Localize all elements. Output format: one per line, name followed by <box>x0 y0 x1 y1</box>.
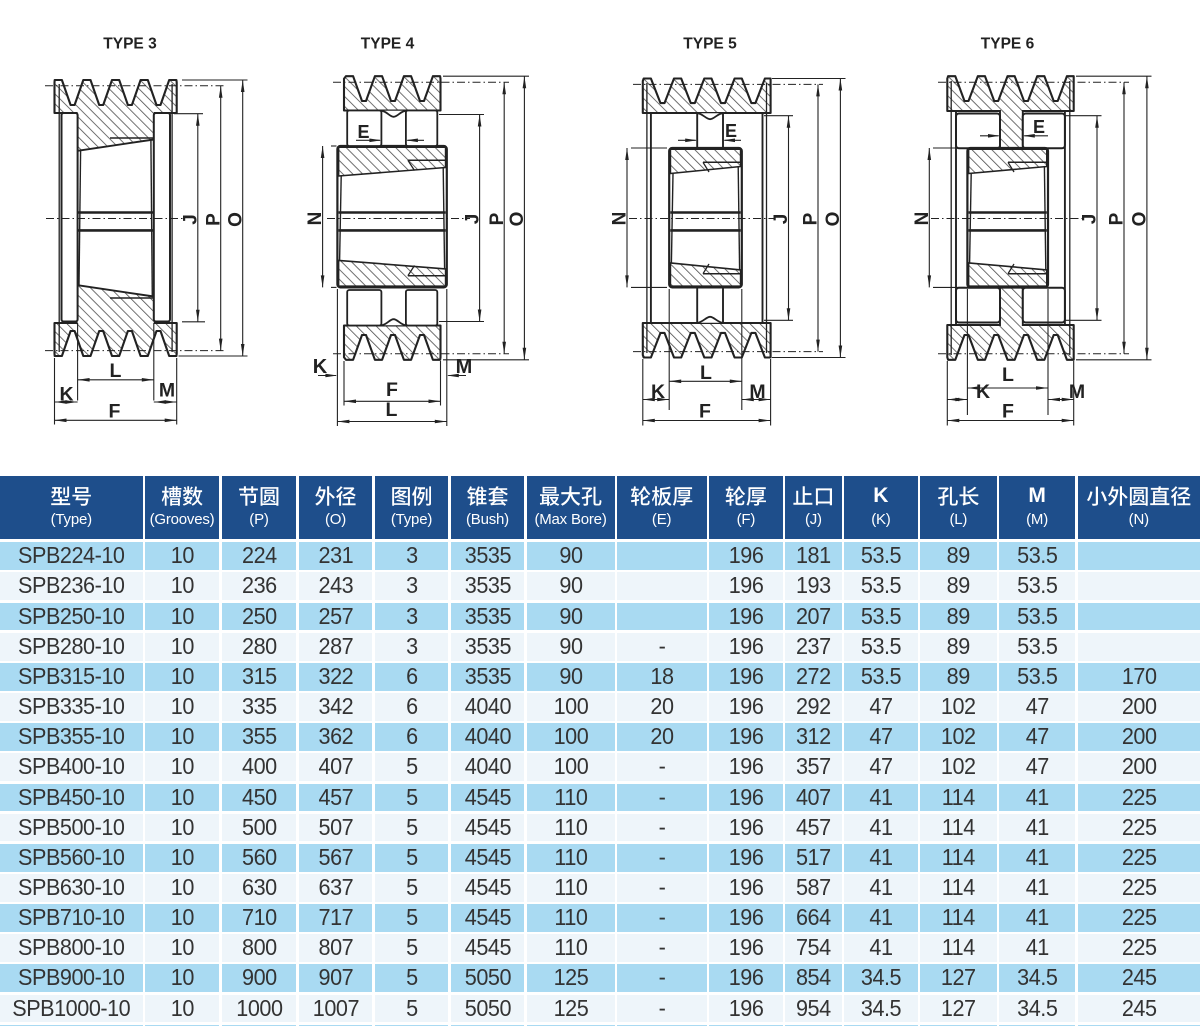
svg-text:TYPE 3: TYPE 3 <box>103 36 157 53</box>
svg-text:F: F <box>1002 400 1014 422</box>
svg-text:P: P <box>487 212 508 225</box>
svg-text:N: N <box>912 212 933 226</box>
svg-text:L: L <box>110 360 122 382</box>
svg-text:K: K <box>59 384 73 406</box>
svg-text:P: P <box>203 213 224 226</box>
svg-text:O: O <box>1130 212 1151 227</box>
svg-text:J: J <box>771 214 792 225</box>
svg-text:N: N <box>610 212 631 226</box>
svg-text:O: O <box>225 212 246 227</box>
svg-text:P: P <box>1107 212 1128 225</box>
svg-text:F: F <box>699 400 711 422</box>
svg-text:L: L <box>386 399 398 421</box>
svg-text:J: J <box>1080 214 1101 225</box>
svg-text:N: N <box>305 212 326 226</box>
svg-text:E: E <box>725 121 737 141</box>
svg-text:M: M <box>1069 381 1085 403</box>
svg-text:P: P <box>801 212 822 225</box>
svg-text:J: J <box>462 214 483 225</box>
svg-text:TYPE 4: TYPE 4 <box>361 36 415 53</box>
svg-text:O: O <box>507 212 528 227</box>
svg-text:K: K <box>313 356 328 378</box>
svg-text:K: K <box>651 381 665 403</box>
svg-text:L: L <box>1002 364 1014 386</box>
svg-text:K: K <box>976 381 990 403</box>
svg-text:O: O <box>823 212 844 227</box>
svg-text:M: M <box>159 380 175 402</box>
svg-text:TYPE 5: TYPE 5 <box>683 36 737 53</box>
svg-text:E: E <box>1033 117 1045 137</box>
svg-text:M: M <box>456 356 473 378</box>
svg-text:E: E <box>357 122 369 142</box>
svg-text:TYPE 6: TYPE 6 <box>981 36 1035 53</box>
svg-text:F: F <box>109 401 121 423</box>
svg-text:F: F <box>386 379 398 401</box>
svg-text:M: M <box>749 381 765 403</box>
svg-text:J: J <box>181 214 202 225</box>
svg-text:L: L <box>700 362 712 384</box>
